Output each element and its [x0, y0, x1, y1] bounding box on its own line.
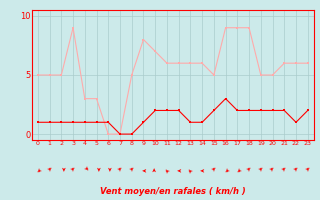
Text: ➤: ➤ — [281, 165, 288, 173]
Text: ➤: ➤ — [176, 166, 181, 171]
Text: ➤: ➤ — [116, 165, 124, 173]
Text: ➤: ➤ — [292, 165, 300, 173]
Text: ➤: ➤ — [106, 166, 111, 172]
Text: ➤: ➤ — [34, 165, 42, 173]
Text: ➤: ➤ — [187, 165, 194, 173]
Text: ➤: ➤ — [304, 165, 311, 173]
Text: ➤: ➤ — [257, 165, 264, 173]
Text: ➤: ➤ — [245, 165, 253, 173]
Text: ➤: ➤ — [222, 165, 229, 173]
Text: ➤: ➤ — [46, 165, 53, 173]
Text: ➤: ➤ — [128, 165, 135, 173]
Text: ➤: ➤ — [59, 166, 64, 172]
Text: ➤: ➤ — [269, 165, 276, 173]
Text: ➤: ➤ — [234, 165, 241, 173]
Text: ➤: ➤ — [141, 166, 146, 171]
Text: ➤: ➤ — [69, 165, 77, 173]
Text: ➤: ➤ — [210, 165, 218, 173]
Text: Vent moyen/en rafales ( km/h ): Vent moyen/en rafales ( km/h ) — [100, 187, 246, 196]
Text: ➤: ➤ — [163, 165, 171, 173]
Text: ➤: ➤ — [153, 166, 158, 172]
Text: ➤: ➤ — [199, 166, 205, 171]
Text: ➤: ➤ — [94, 166, 99, 172]
Text: ➤: ➤ — [81, 165, 88, 173]
